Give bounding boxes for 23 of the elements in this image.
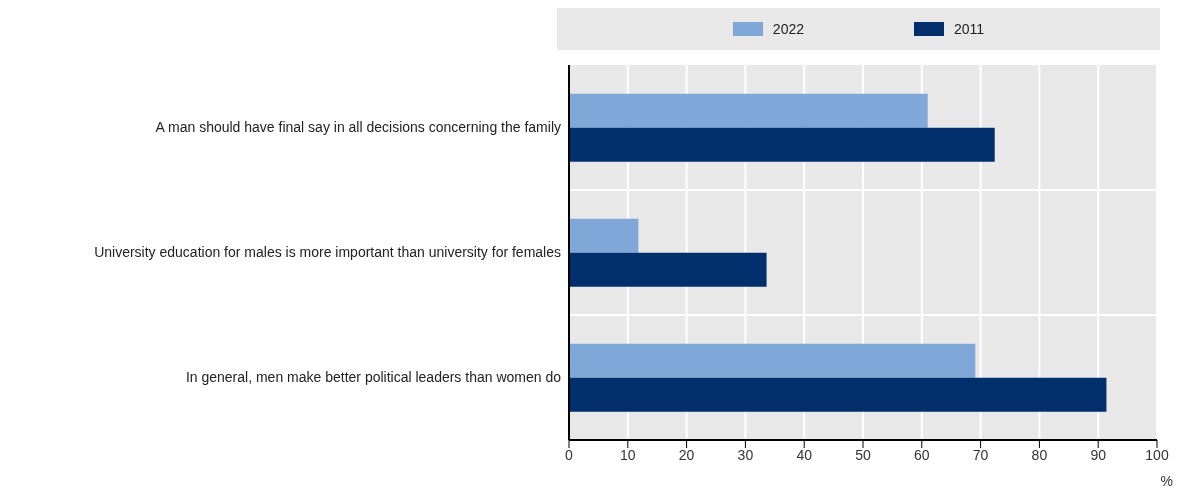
- x-tick-label: 60: [914, 446, 930, 463]
- x-tick-label: 100: [1145, 446, 1169, 463]
- bar: [569, 218, 639, 253]
- y-tick-label: University education for males is more important than university for females: [94, 244, 561, 261]
- x-tick-label: 20: [678, 446, 695, 463]
- bar: [569, 252, 767, 287]
- bar: [569, 377, 1107, 412]
- y-tick-label: A man should have final say in all decisions concerning the family: [155, 119, 561, 136]
- x-tick-label: 10: [620, 446, 636, 463]
- x-tick-label: 80: [1031, 446, 1048, 463]
- x-tick-label: 40: [796, 446, 813, 463]
- x-tick-label: 70: [972, 446, 989, 463]
- bar: [569, 343, 976, 378]
- x-tick-label: 0: [565, 446, 574, 463]
- x-tick-label: 90: [1090, 446, 1107, 463]
- x-tick-label: 50: [855, 446, 871, 463]
- x-tick-label: 30: [737, 446, 754, 463]
- bar: [569, 127, 995, 162]
- y-tick-label: In general, men make better political leaders than women do: [185, 369, 562, 386]
- legend-label: 2022: [772, 21, 805, 37]
- x-axis-title: %: [1160, 473, 1173, 489]
- bar: [569, 93, 928, 128]
- legend-label: 2011: [954, 21, 985, 37]
